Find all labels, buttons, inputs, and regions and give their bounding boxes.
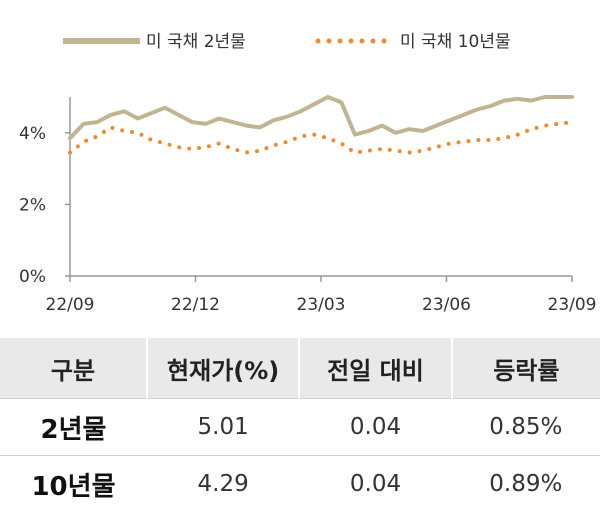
series-line-2y (70, 97, 572, 138)
x-tick-label: 23/06 (422, 295, 471, 315)
legend-label-10y: 미 국채 10년물 (400, 32, 511, 52)
row-label: 2년물 (0, 399, 147, 456)
change-cell: 0.04 (299, 399, 451, 456)
y-tick-label: 4% (19, 124, 46, 144)
series-line-10y (70, 122, 572, 152)
x-tick-label: 22/09 (46, 295, 95, 315)
header-category: 구분 (0, 338, 147, 399)
table-row: 2년물 5.01 0.04 0.85% (0, 399, 600, 456)
x-tick-label: 23/09 (548, 295, 597, 315)
yield-line-chart: 미 국채 2년물 미 국채 10년물 0% 2% 4% 22/09 22/12 23/03… (0, 0, 600, 325)
price-cell: 5.01 (147, 399, 299, 456)
header-rate: 등락률 (452, 338, 600, 399)
legend: 미 국채 2년물 미 국채 10년물 (63, 32, 511, 52)
table-header-row: 구분 현재가(%) 전일 대비 등락률 (0, 338, 600, 399)
series-layer (70, 97, 572, 153)
header-price: 현재가(%) (147, 338, 299, 399)
axes: 0% 2% 4% 22/09 22/12 23/03 23/06 23/09 (19, 97, 596, 315)
x-tick-label: 23/03 (297, 295, 346, 315)
rate-cell: 0.85% (452, 399, 600, 456)
yield-table: 구분 현재가(%) 전일 대비 등락률 2년물 5.01 0.04 0.85% … (0, 338, 600, 512)
y-tick-label: 0% (19, 267, 46, 287)
y-tick-label: 2% (19, 195, 46, 215)
header-change: 전일 대비 (299, 338, 451, 399)
x-tick-label: 22/12 (171, 295, 220, 315)
legend-label-2y: 미 국채 2년물 (146, 32, 246, 52)
